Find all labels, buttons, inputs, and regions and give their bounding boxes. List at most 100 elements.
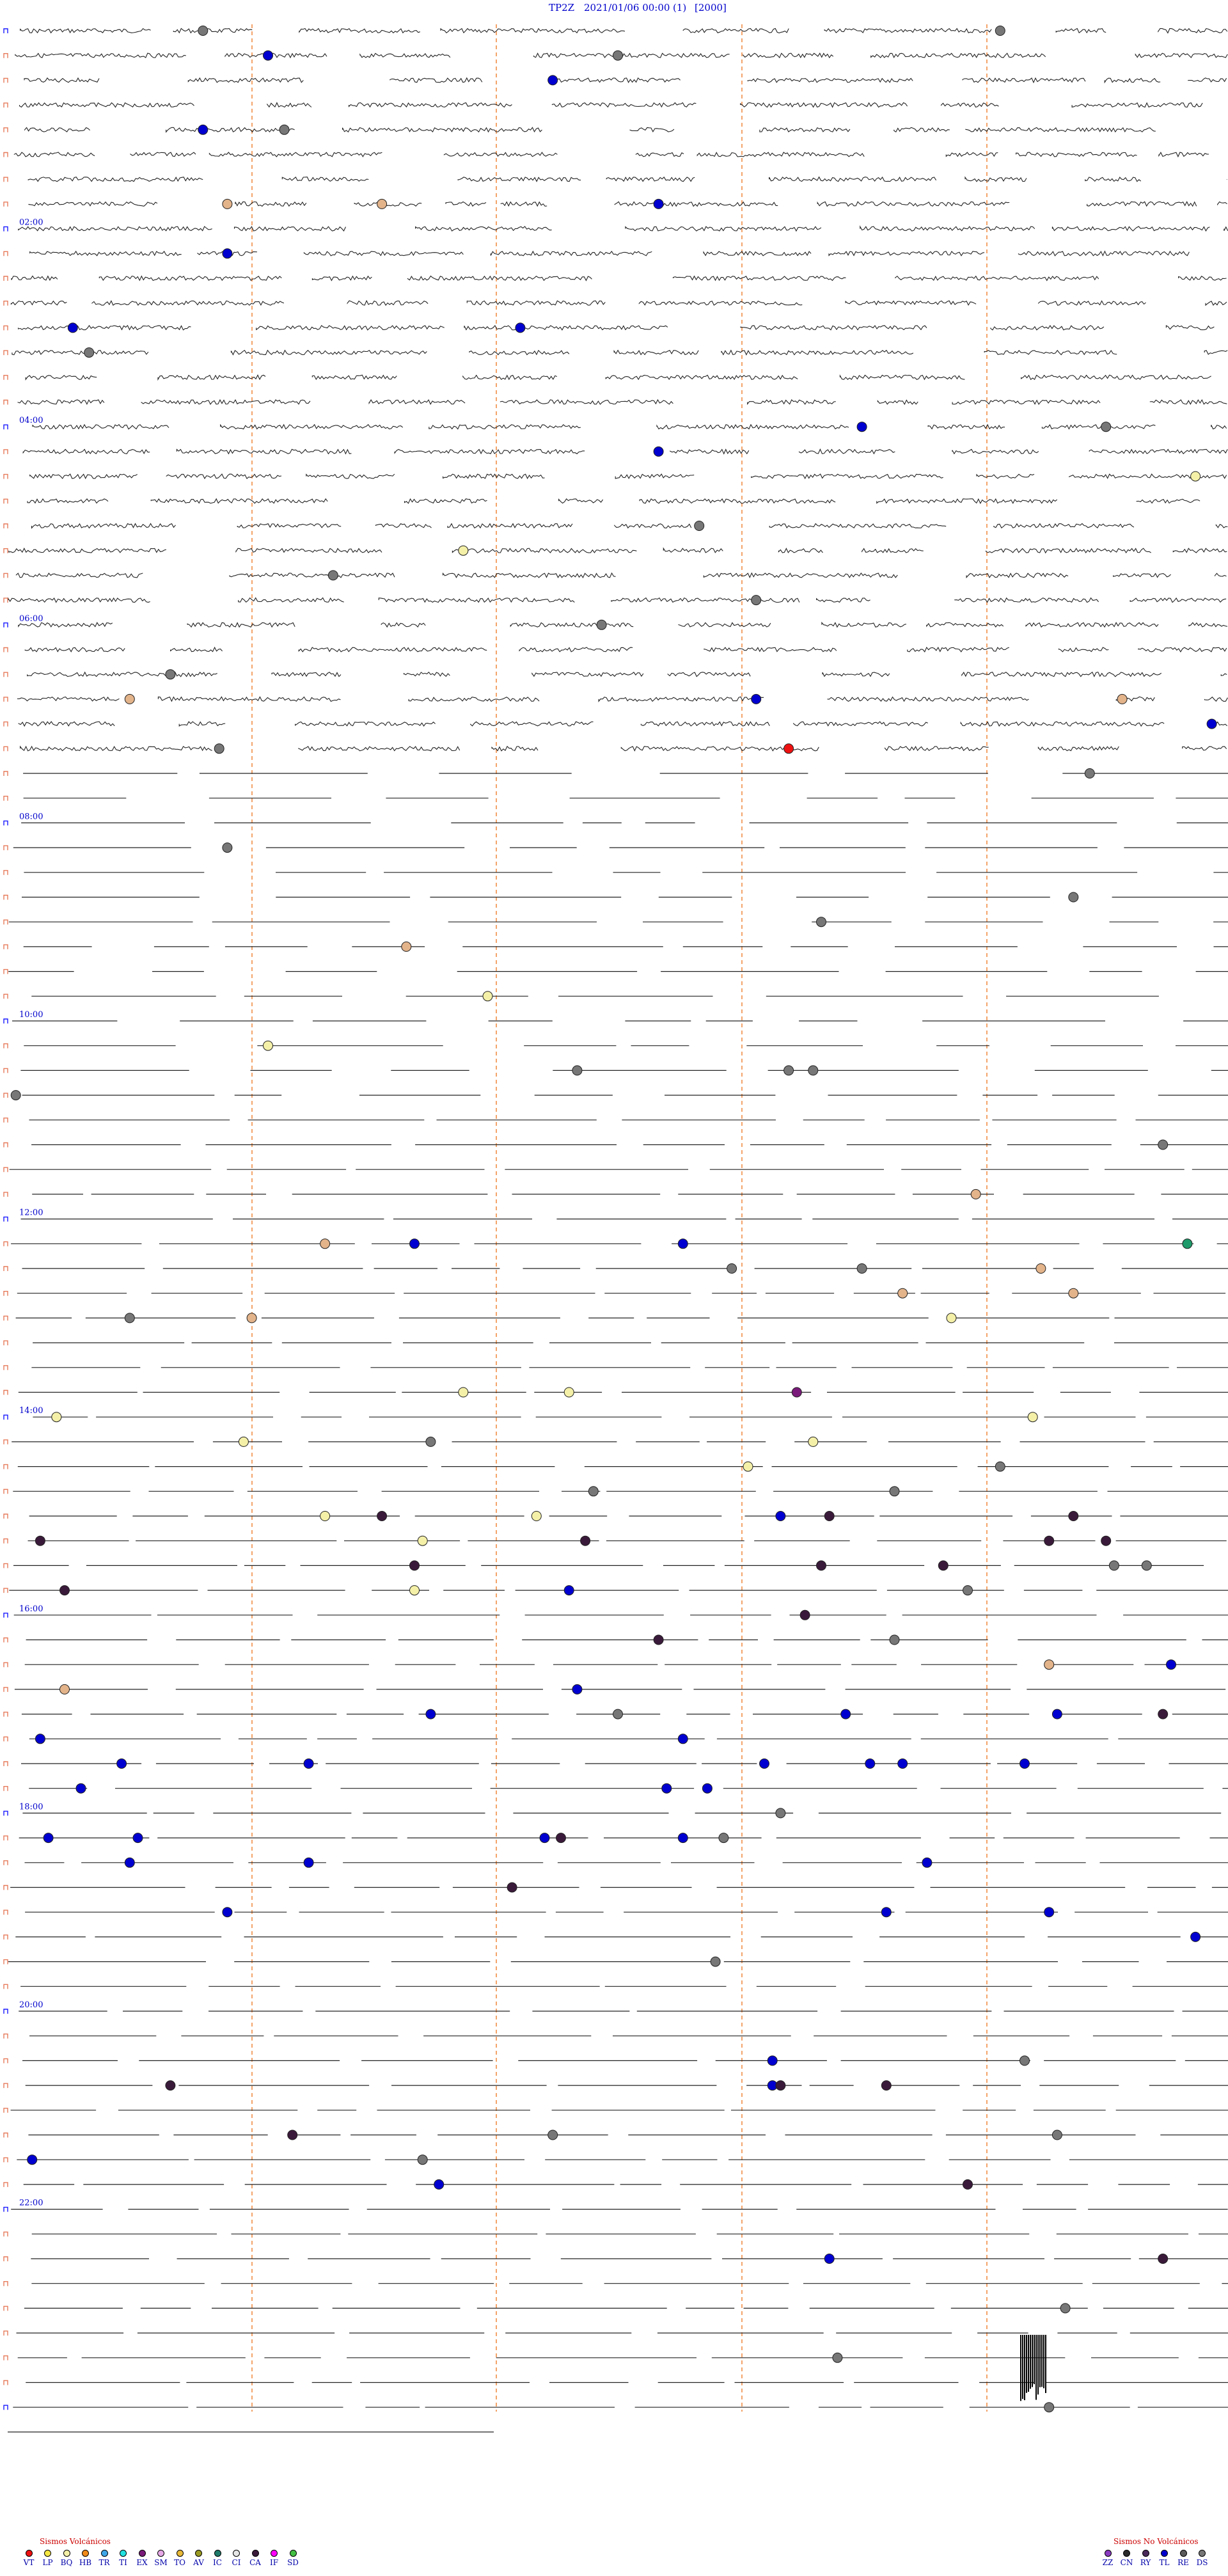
trace-segment: [976, 473, 1035, 479]
event-hb: [124, 693, 135, 704]
trace-segment: [98, 275, 282, 281]
event-hb: [970, 1189, 981, 1199]
event-tl: [677, 1833, 688, 1844]
event-ds: [613, 1709, 623, 1719]
event-tl: [27, 2154, 38, 2165]
event-ca: [556, 1833, 566, 1844]
row-marker: [3, 2380, 8, 2385]
event-ca: [1044, 1535, 1055, 1546]
trace-segment: [311, 374, 397, 381]
row-marker: [3, 1464, 8, 1469]
legend-item-lp: LP: [37, 2550, 59, 2568]
trace-segment: [235, 201, 307, 207]
trace-segment: [615, 473, 695, 480]
trace-segment: [469, 721, 594, 727]
trace-segment: [759, 127, 851, 132]
event-ds: [783, 1065, 794, 1076]
trace-segment: [429, 424, 581, 430]
legend-dot: [157, 2550, 164, 2557]
row-marker: [3, 127, 8, 132]
trace-segment: [1136, 498, 1200, 504]
trace-segment: [359, 52, 451, 58]
row-marker: [3, 2108, 8, 2113]
trace-segment: [440, 28, 626, 34]
event-tl: [1044, 1907, 1055, 1918]
row-marker: [3, 1736, 8, 1742]
event-ds: [889, 1634, 900, 1645]
trace-segment: [12, 350, 149, 356]
trace-segment: [28, 201, 158, 207]
event-tl: [881, 1907, 892, 1918]
trace-segment: [639, 498, 836, 504]
legend-dot: [195, 2550, 202, 2557]
trace-segment: [927, 423, 1005, 430]
trace-segment: [1089, 448, 1228, 455]
event-ds: [84, 347, 95, 358]
event-ca: [816, 1560, 826, 1571]
trace-segment: [452, 548, 637, 554]
trace-segment: [354, 201, 422, 207]
legend-dot: [63, 2550, 70, 2557]
legend-code: IC: [213, 2558, 222, 2567]
trace-segment: [157, 374, 266, 381]
trace-segment: [8, 547, 166, 553]
event-ds: [1044, 2402, 1055, 2413]
event-ds: [727, 1263, 737, 1274]
event-ca: [59, 1585, 70, 1596]
row-marker: [3, 77, 8, 83]
amplitude-scale: [2000]: [695, 2, 727, 13]
trace-segment: [1025, 622, 1159, 628]
legend-item-ic: IC: [207, 2550, 228, 2568]
event-ca: [1101, 1535, 1112, 1546]
legend-code: EX: [136, 2558, 148, 2567]
event-hb: [1044, 1659, 1055, 1670]
row-marker: [3, 1291, 8, 1296]
trace-segment: [533, 52, 730, 59]
trace-segment: [1018, 250, 1190, 257]
event-tl: [124, 1857, 135, 1868]
trace-segment: [663, 547, 723, 553]
row-marker: [3, 1786, 8, 1791]
trace-segment: [1055, 28, 1106, 34]
event-tl: [702, 1783, 712, 1794]
trace-segment: [1178, 276, 1227, 281]
trace-segment: [822, 672, 890, 677]
event-ds: [1101, 422, 1112, 432]
legend-item-re: RE: [1172, 2550, 1194, 2568]
event-vt: [783, 743, 794, 754]
event-ds: [832, 2352, 843, 2363]
legend-code: ZZ: [1102, 2558, 1114, 2567]
event-tl: [759, 1758, 769, 1769]
trace-segment: [347, 299, 429, 306]
trace-segment: [150, 498, 328, 504]
event-ca: [35, 1535, 45, 1546]
event-bq: [482, 991, 493, 1002]
event-ca: [881, 2080, 892, 2091]
trace-segment: [860, 225, 1035, 232]
row-marker: [3, 2157, 8, 2163]
event-hb: [222, 198, 233, 209]
trace-segment: [390, 77, 483, 83]
trace-segment: [1087, 201, 1197, 207]
legend-code: TO: [174, 2558, 185, 2567]
event-tl: [922, 1857, 933, 1868]
trace-segment: [447, 523, 573, 529]
trace-segment: [614, 523, 692, 529]
legend-item-ci: CI: [226, 2550, 248, 2568]
trace-segment: [462, 374, 558, 381]
row-marker: [3, 1860, 8, 1865]
row-marker: [3, 1414, 8, 1420]
row-marker: [3, 1934, 8, 1940]
row-marker: [3, 1885, 8, 1890]
row-marker: [3, 2206, 8, 2212]
legend-code: IF: [269, 2558, 279, 2567]
event-tl: [653, 198, 664, 209]
row-marker: [3, 473, 8, 479]
trace-segment: [238, 597, 344, 603]
trace-segment: [178, 721, 226, 727]
trace-segment: [769, 523, 947, 529]
legend-dot: [1104, 2550, 1112, 2557]
event-ds: [547, 2130, 558, 2140]
row-marker: [3, 53, 8, 58]
legend-dot: [1123, 2550, 1130, 2557]
